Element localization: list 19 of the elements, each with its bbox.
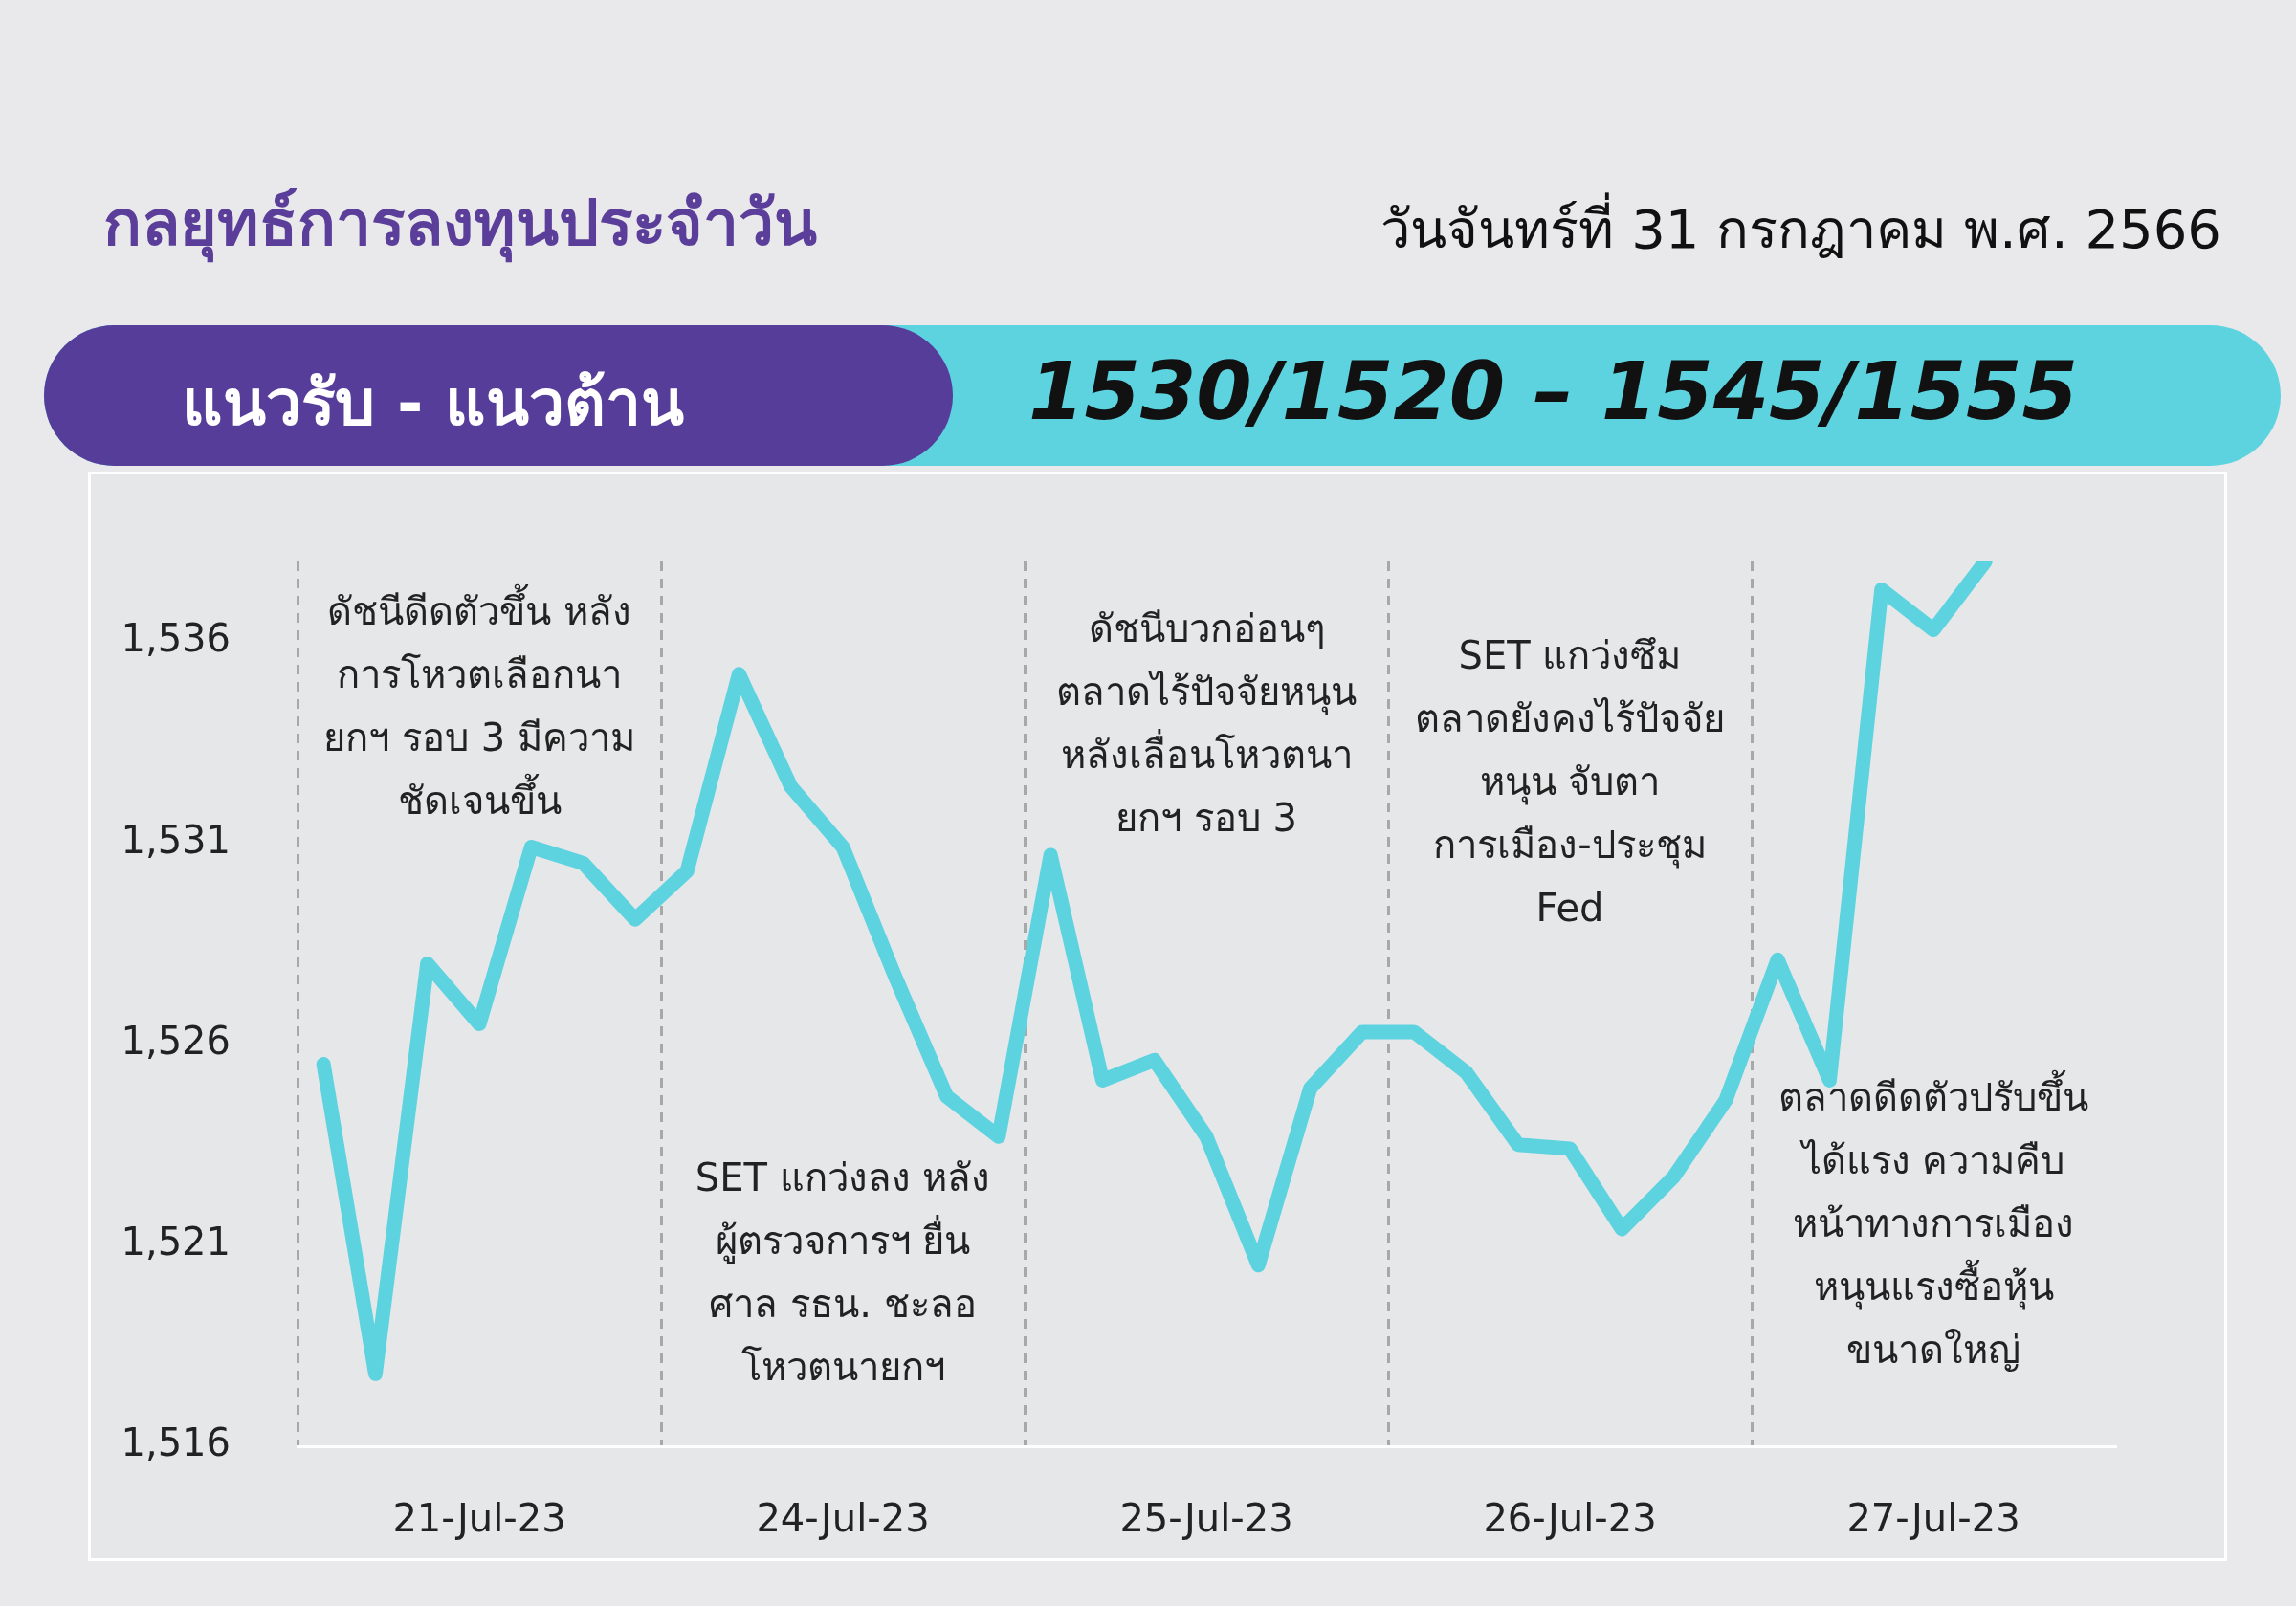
x-tick-label: 25-Jul-23 bbox=[1119, 1496, 1293, 1541]
annotation: SET แกว่งซึม ตลาดยังคงไร้ปัจจัยหนุน จับตาการเมือง-ประชุม Fed bbox=[1414, 631, 1726, 932]
y-tick-label: 1,521 bbox=[121, 1220, 231, 1265]
x-tick-label: 26-Jul-23 bbox=[1483, 1496, 1657, 1541]
y-tick-label: 1,531 bbox=[121, 817, 231, 862]
x-tick-label: 24-Jul-23 bbox=[756, 1496, 930, 1541]
annotation: ดัชนีบวกอ่อนๆ ตลาดไร้ปัจจัยหนุน หลังเลื่อนโหวตนายกฯ รอบ 3 bbox=[1055, 605, 1358, 842]
x-tick-label: 27-Jul-23 bbox=[1846, 1496, 2020, 1541]
text: แนวรับ - แนวต้าน bbox=[182, 365, 685, 442]
y-tick-label: 1,536 bbox=[121, 616, 231, 661]
text: 1530/1520 – 1545/1555 bbox=[1028, 344, 2079, 438]
y-tick-label: 1,516 bbox=[121, 1420, 231, 1465]
chart-title: กลยุทธ์การลงทุนประจำวัน bbox=[103, 186, 817, 265]
annotation: ดัชนีดีดตัวขึ้น หลังการโหวตเลือกนายกฯ รอบ 3 มีความชัดเจนขึ้น bbox=[322, 583, 636, 825]
y-tick-label: 1,526 bbox=[121, 1018, 231, 1063]
x-tick-label: 21-Jul-23 bbox=[392, 1496, 566, 1541]
chart-subtitle: วันจันทร์ที่ 31 กรกฎาคม พ.ศ. 2566 bbox=[1380, 191, 2221, 262]
annotation: ตลาดดีดตัวปรับขึ้นได้แรง ความคืบหน้าทางการเมือง หนุนแรงซื้อหุ้นขนาดใหญ่ bbox=[1777, 1068, 2089, 1375]
annotation: SET แกว่งลง หลังผู้ตรวจการฯ ยื่นศาล รธน. ชะลอโหวตนายกฯ bbox=[694, 1154, 992, 1391]
